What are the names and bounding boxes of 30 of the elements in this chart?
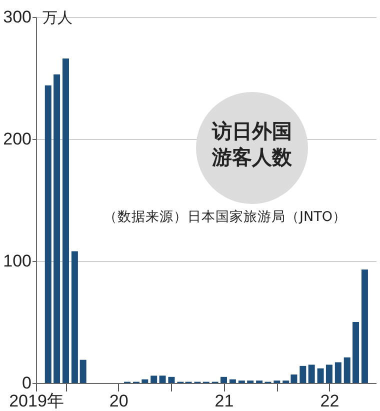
bar	[344, 357, 350, 383]
y-tick-label: 200	[3, 130, 32, 148]
x-tick-label: 21	[214, 392, 234, 410]
y-tick-label: 300	[3, 8, 32, 26]
y-tick-label: 100	[3, 252, 32, 270]
bar	[361, 270, 368, 383]
bar	[71, 251, 78, 383]
bar	[352, 322, 360, 383]
bar	[150, 376, 158, 383]
bar	[44, 85, 52, 383]
bar	[220, 376, 228, 383]
bar	[62, 58, 70, 383]
bar	[300, 366, 306, 383]
bar	[326, 364, 332, 383]
bar	[159, 376, 166, 383]
text: 访日外国游客人数	[210, 118, 293, 170]
bar	[229, 379, 236, 383]
y-tick-label: 0	[22, 374, 32, 392]
y-axis-title: 万人	[42, 10, 72, 26]
x-tick-label: 22	[320, 392, 340, 410]
bar	[317, 368, 324, 383]
annotation: （数据来源）日本国家旅游局（JNTO）	[102, 208, 348, 226]
bar	[168, 376, 175, 383]
x-tick-label: 2019年	[9, 392, 64, 410]
x-tick-label: 20	[109, 392, 128, 410]
bar	[142, 379, 148, 383]
bar	[334, 362, 342, 383]
bar	[80, 360, 86, 383]
bar	[308, 364, 315, 383]
bar	[54, 74, 60, 383]
